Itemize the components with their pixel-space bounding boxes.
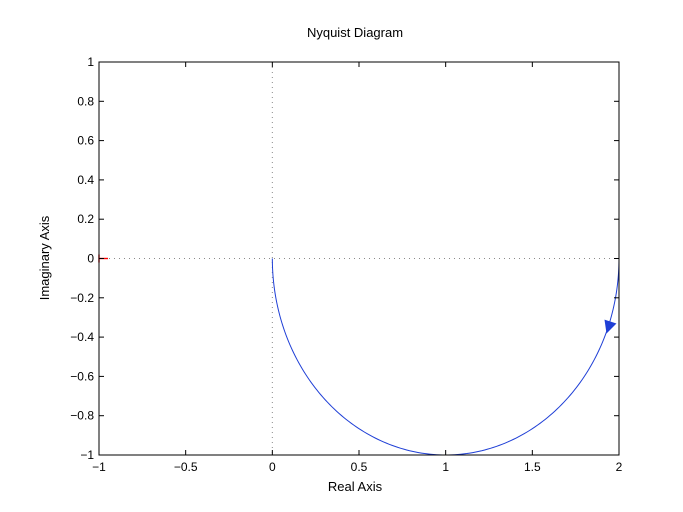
x-tick-label: 2 xyxy=(616,460,623,474)
x-tick-label: 0.5 xyxy=(351,460,368,474)
chart-title: Nyquist Diagram xyxy=(307,25,403,40)
y-axis-label: Imaginary Axis xyxy=(37,215,52,300)
y-tick-label: 0.4 xyxy=(77,173,94,187)
ticks-layer: −1 −0.5 0 0.5 1 1.5 2 1 0.8 0.6 0.4 0.2 0 −0.2 −0.4 −0.… xyxy=(70,55,622,474)
x-tick-label: −1 xyxy=(92,460,106,474)
y-tick-label: 0.8 xyxy=(77,94,94,108)
zero-lines xyxy=(99,62,619,455)
x-tick-label: 1 xyxy=(442,460,449,474)
y-tick-label: 0.6 xyxy=(77,134,94,148)
y-tick-label: −0.8 xyxy=(70,409,94,423)
y-tick-label: −0.2 xyxy=(70,291,94,305)
y-tick-label: −0.4 xyxy=(70,330,94,344)
y-tick-label: 0 xyxy=(87,252,94,266)
x-axis-label: Real Axis xyxy=(328,479,383,494)
y-tick-label: 0.2 xyxy=(77,212,94,226)
x-tick-label: 0 xyxy=(269,460,276,474)
y-tick-label: −0.6 xyxy=(70,369,94,383)
x-tick-label: 1.5 xyxy=(524,460,541,474)
x-tick-label: −0.5 xyxy=(174,460,198,474)
direction-arrow xyxy=(604,319,617,334)
y-tick-label: 1 xyxy=(87,55,94,69)
y-tick-label: −1 xyxy=(80,448,94,462)
